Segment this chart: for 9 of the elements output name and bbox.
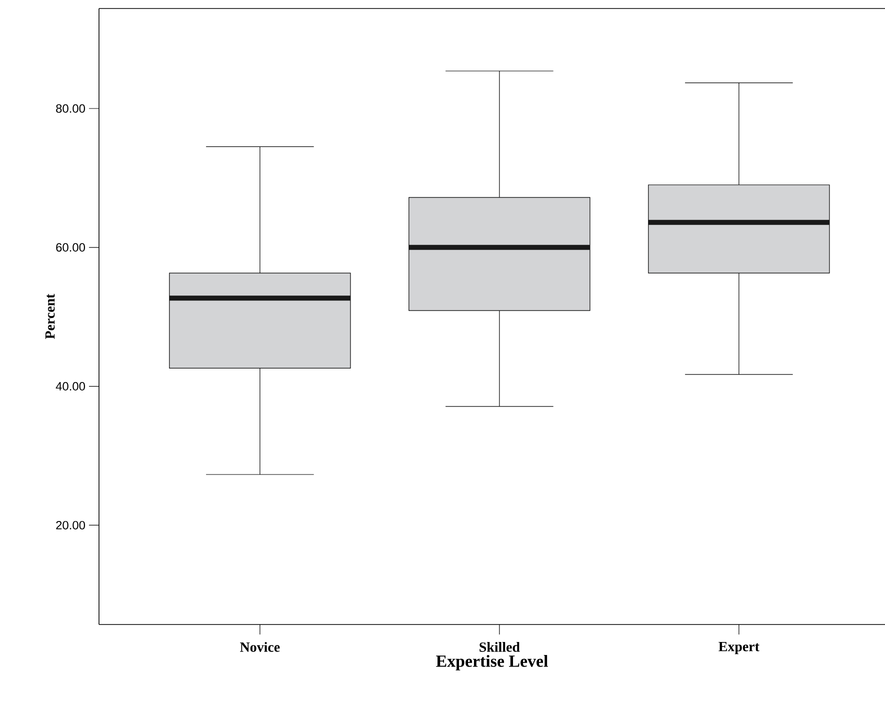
y-tick-label: 40.00	[56, 382, 86, 391]
x-tick-label: Skilled	[480, 642, 520, 652]
y-tick-label: 60.00	[56, 243, 86, 252]
y-axis-title: Percent	[45, 294, 55, 339]
x-tick-label: Novice	[240, 642, 280, 652]
y-tick-label: 20.00	[56, 520, 86, 530]
x-tick-label: Expert	[718, 642, 760, 654]
y-tick-label: 80.00	[56, 104, 86, 113]
x-axis-title: Expertise Level	[436, 654, 548, 670]
